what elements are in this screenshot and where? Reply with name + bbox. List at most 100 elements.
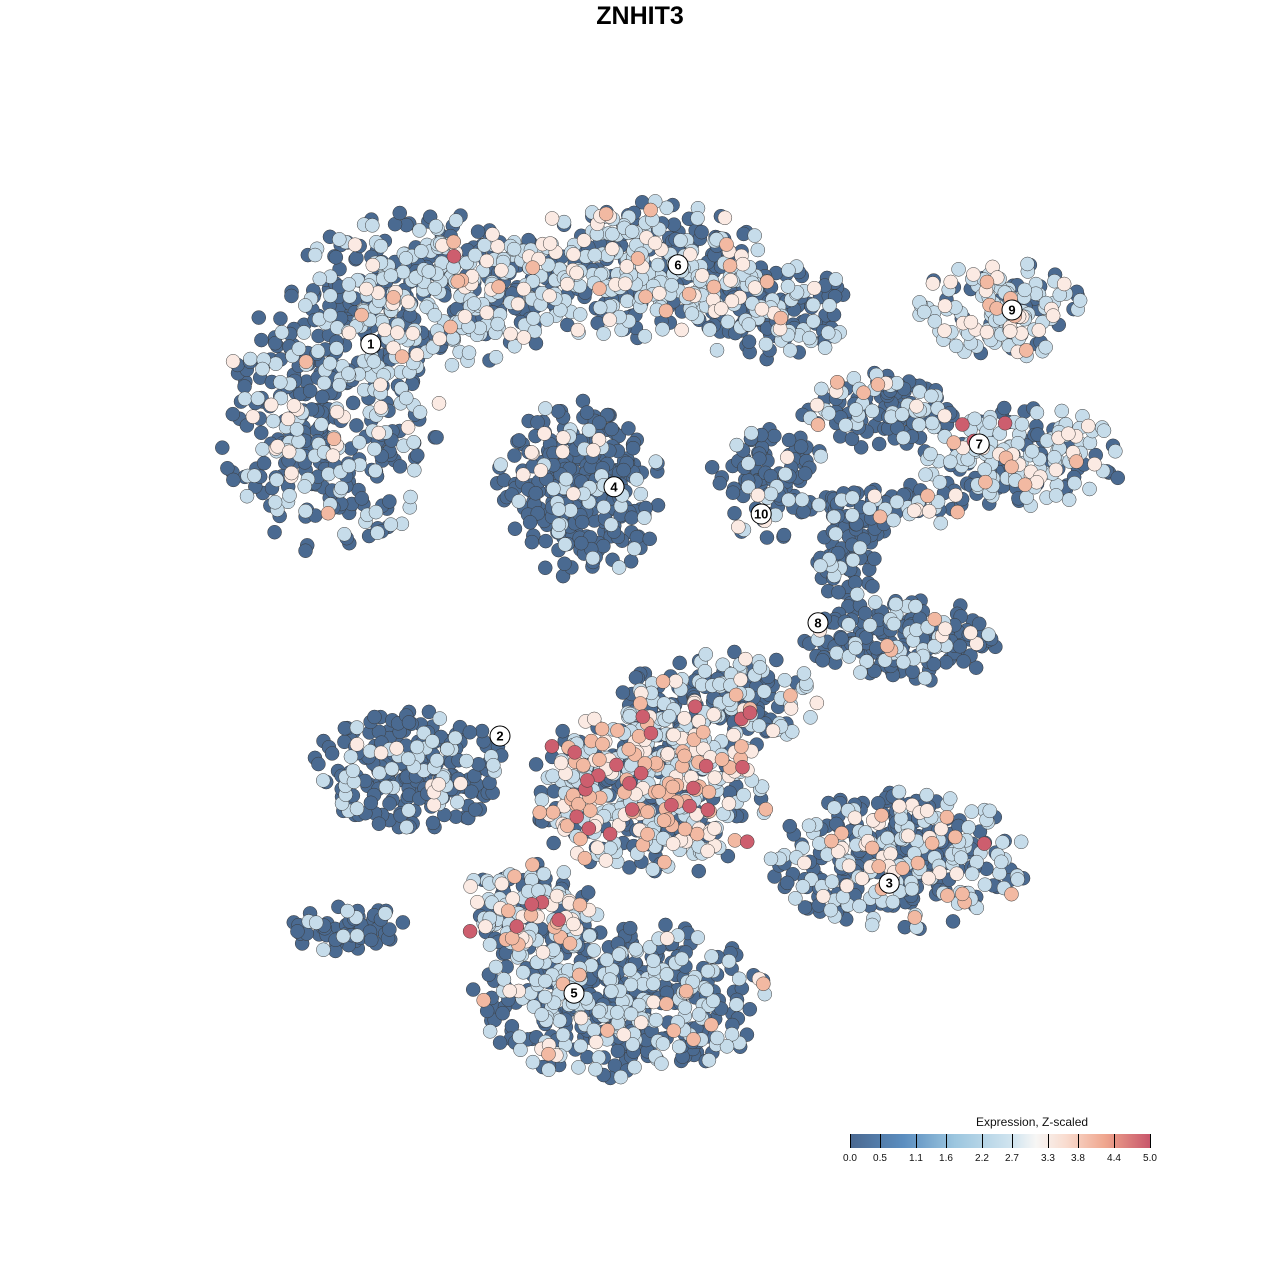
data-point [621,421,636,436]
data-point [491,279,506,295]
data-point [365,257,381,273]
legend-tick-label: 3.8 [1071,1153,1085,1164]
data-point [701,1053,717,1068]
data-point [462,924,478,939]
data-point [552,1013,567,1028]
data-point [823,902,838,918]
data-point [637,510,652,525]
data-point [919,787,934,803]
data-point [659,967,675,982]
data-point [828,272,844,287]
data-point [349,418,364,433]
data-point [538,401,553,416]
data-point [982,415,997,430]
data-point [696,724,711,740]
data-point [341,277,357,292]
data-point [780,279,796,294]
data-point [646,994,661,1010]
cluster-label-text: 2 [496,729,503,744]
data-point [638,289,653,304]
data-point [805,297,821,313]
data-point [677,1000,693,1015]
data-point [401,803,416,818]
data-point [731,519,746,535]
data-point [924,835,940,851]
data-point [349,928,365,943]
data-point [852,540,868,556]
data-point [555,723,570,739]
data-point [712,475,728,491]
data-point [797,855,812,871]
data-point [297,479,312,494]
data-point [700,843,715,859]
data-point [697,664,713,679]
data-point [522,515,538,530]
data-point [894,407,910,422]
data-point [501,903,516,919]
data-point [609,757,624,773]
data-point [482,937,498,952]
data-point [886,512,901,528]
data-point [839,878,855,894]
data-point [395,915,411,930]
cluster-label-7: 7 [968,433,990,455]
data-point [470,894,485,910]
data-point [557,556,572,572]
data-point [722,258,738,273]
data-point [806,314,821,329]
data-point [471,756,486,772]
data-point [747,228,762,243]
data-point [245,409,261,424]
data-point [927,612,942,627]
data-point [967,411,982,427]
legend-tick-label: 3.3 [1041,1153,1055,1164]
data-point [428,218,444,234]
data-point [448,730,463,746]
data-point [516,281,531,297]
data-point [370,525,385,540]
data-point [334,480,349,496]
data-point [951,262,966,277]
data-point [367,441,382,457]
data-point [821,406,837,421]
data-point [651,784,666,799]
data-point [994,854,1009,870]
data-point [401,715,417,730]
data-point [658,917,673,933]
cluster-label-text: 4 [610,479,618,494]
data-point [610,723,625,738]
data-point [605,241,620,256]
data-point [476,993,491,1008]
data-point [495,1005,510,1021]
data-point [390,325,405,340]
data-point [752,660,768,675]
data-point [807,280,822,296]
data-point [777,672,792,688]
data-point [427,281,442,297]
data-point [892,798,907,814]
data-point [845,490,860,505]
data-point [781,492,796,508]
data-point [666,727,681,743]
data-point [377,906,393,921]
data-point [570,322,586,338]
data-point [509,919,525,934]
data-point [610,1043,626,1059]
data-point [847,810,863,826]
data-point [1047,450,1062,465]
data-point [507,521,523,537]
data-point [910,855,926,871]
data-point [596,538,611,554]
data-point [392,205,408,221]
data-point [826,509,842,525]
data-point [337,527,352,542]
data-point [372,765,387,781]
data-point [298,543,313,558]
data-point [924,415,940,431]
data-point [541,1062,556,1078]
data-point [345,395,361,411]
data-point [368,504,384,520]
data-point [739,834,755,849]
data-point [659,996,674,1012]
data-point [979,274,995,290]
